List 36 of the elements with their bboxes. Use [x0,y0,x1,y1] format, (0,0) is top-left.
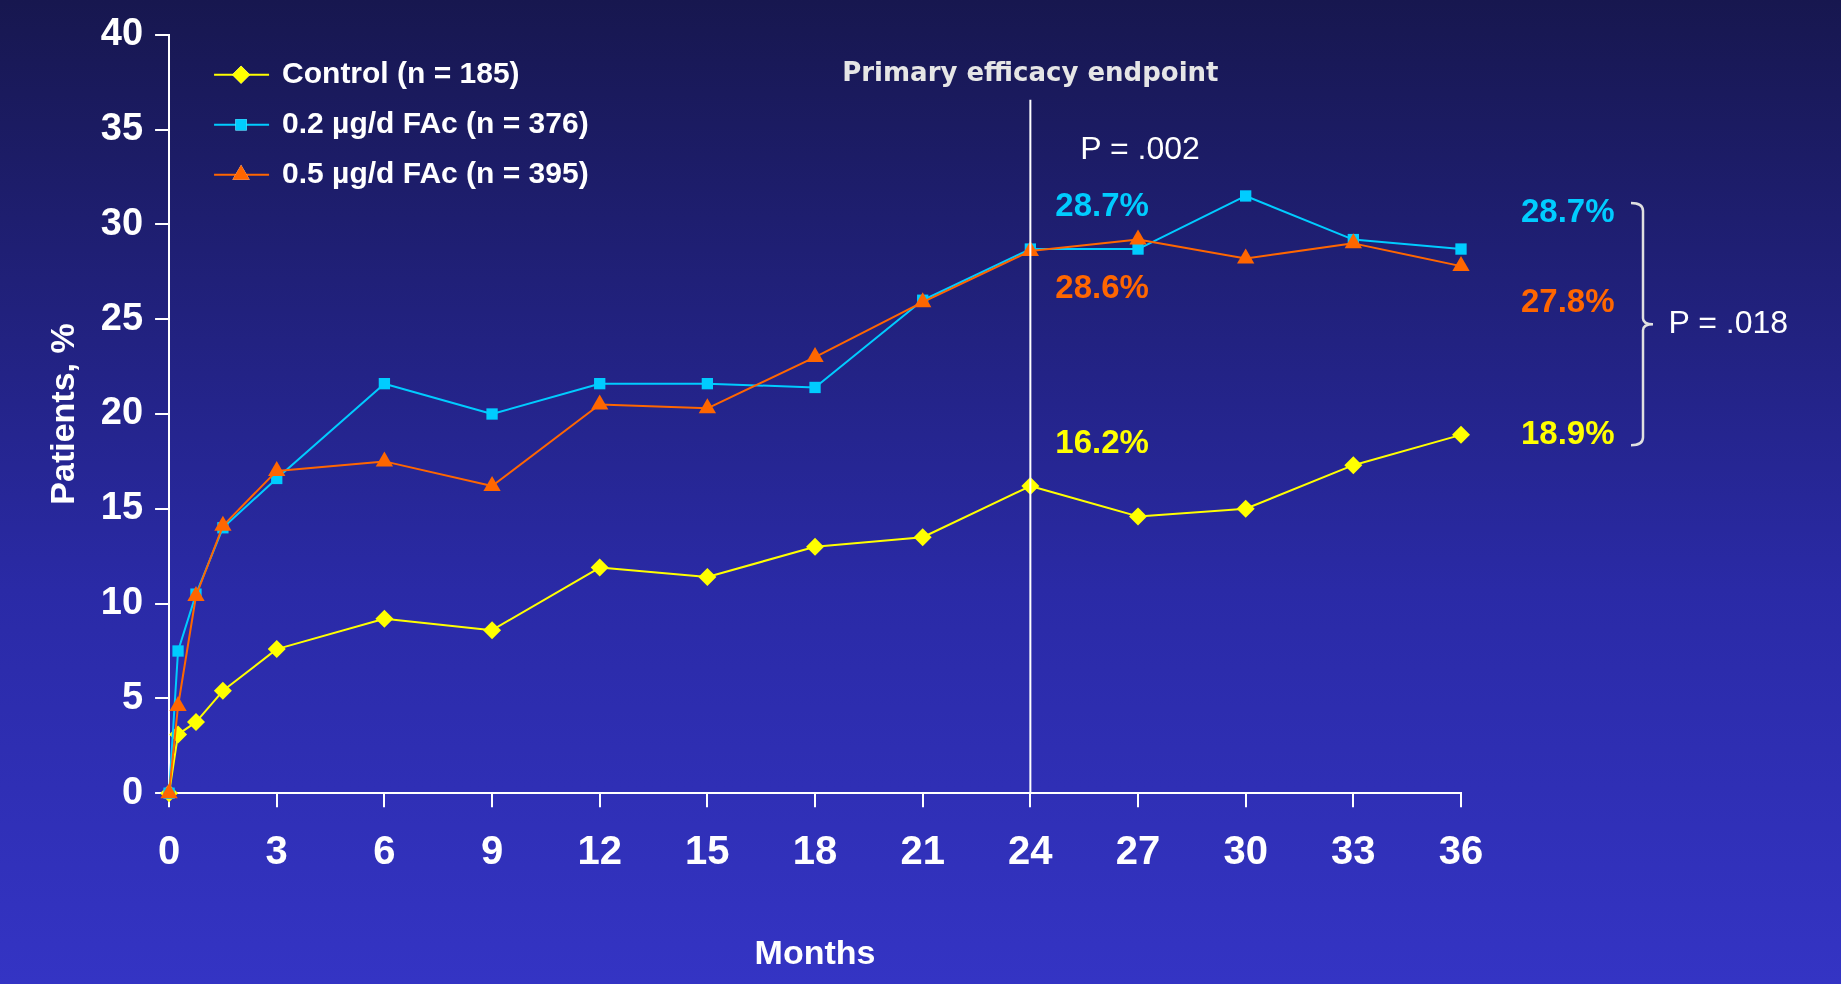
data-label: 18.9% [1521,413,1615,451]
y-tick-label: 10 [100,580,144,623]
x-tick-label: 24 [1008,828,1054,873]
x-tick-label: 12 [577,828,622,873]
y-tick-label: 0 [121,769,144,812]
data-label: 28.7% [1055,186,1149,224]
x-tick-label: 3 [265,828,288,873]
x-tick-label: 6 [373,828,396,873]
data-label: 27.8% [1521,281,1615,319]
legend-label: 0.2 µg/d FAc (n = 376) [282,106,589,140]
y-tick-label: 15 [100,485,144,528]
x-tick-label: 0 [157,828,181,873]
legend-label: Control (n = 185) [282,56,520,90]
y-tick-label: 35 [100,106,144,149]
x-tick-label: 18 [792,828,838,873]
text: P = .018 [1668,303,1789,340]
y-tick-label: 20 [100,390,144,433]
x-tick-label: 33 [1331,828,1376,873]
y-tick-label: 25 [100,295,144,338]
ref-line-label: Primary efficacy endpoint [842,56,1219,87]
y-tick-label: 5 [121,674,144,717]
y-axis-title: Patients, % [42,323,81,505]
x-tick-label: 36 [1438,828,1484,873]
x-tick-label: 21 [900,828,945,873]
data-label: 16.2% [1055,423,1149,461]
annotation: P = .002 [1080,129,1200,166]
x-tick-label: 9 [480,828,504,873]
y-tick-label: 40 [100,11,144,54]
y-tick-label: 30 [100,200,144,243]
data-label: 28.7% [1521,191,1615,229]
data-label: 28.6% [1055,268,1149,306]
legend-label: 0.5 µg/d FAc (n = 395) [282,156,589,190]
x-tick-label: 15 [685,828,730,873]
x-tick-label: 27 [1115,828,1161,873]
x-tick-label: 30 [1223,828,1268,873]
x-axis-title: Months [754,932,876,971]
